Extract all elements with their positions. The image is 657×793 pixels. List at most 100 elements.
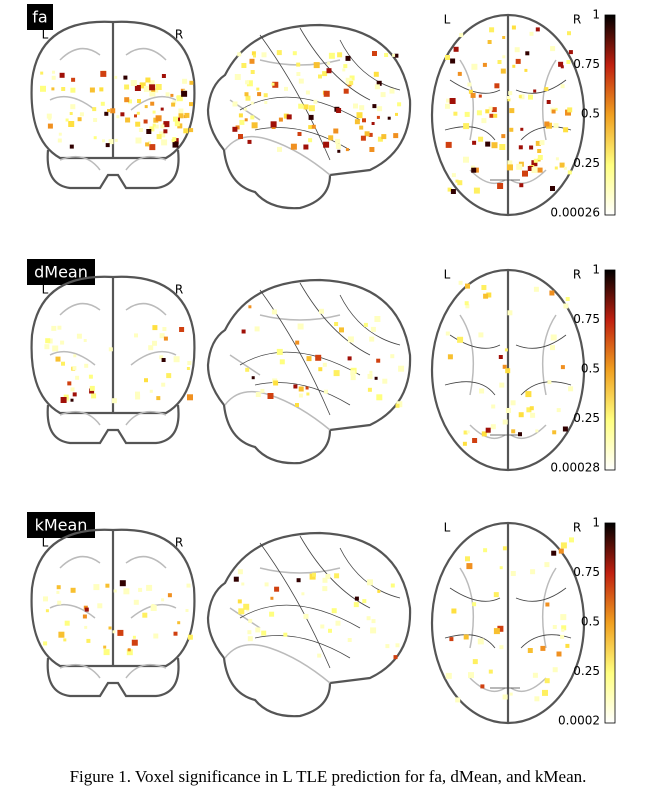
voxel	[563, 303, 569, 309]
voxel	[116, 115, 120, 119]
voxel	[320, 624, 325, 629]
voxel	[254, 326, 260, 332]
voxel	[328, 628, 332, 633]
voxel	[387, 116, 391, 120]
voxel	[540, 645, 546, 651]
voxel	[449, 98, 456, 104]
voxel	[465, 283, 470, 289]
voxel	[472, 438, 478, 443]
voxel	[471, 63, 478, 70]
voxel	[362, 599, 367, 604]
voxel	[368, 132, 373, 137]
voxel	[241, 582, 245, 586]
voxel	[558, 548, 564, 554]
voxel	[132, 635, 136, 639]
voxel	[376, 80, 382, 86]
voxel	[293, 384, 298, 389]
voxel	[56, 590, 60, 594]
voxel	[472, 659, 478, 665]
voxel	[491, 142, 498, 149]
voxel	[343, 64, 348, 69]
voxel	[550, 186, 555, 191]
voxel	[393, 133, 399, 139]
voxel	[317, 653, 322, 658]
voxel	[315, 354, 322, 361]
voxel	[323, 90, 330, 97]
voxel	[350, 370, 356, 376]
voxel	[135, 137, 142, 144]
voxel	[366, 616, 371, 621]
voxel	[63, 638, 67, 642]
voxel	[468, 89, 473, 94]
voxel	[159, 131, 166, 138]
voxel	[146, 129, 152, 134]
voxel	[246, 80, 253, 87]
voxel	[103, 645, 107, 649]
voxel	[466, 563, 473, 570]
voxel	[499, 144, 506, 150]
voxel	[244, 92, 249, 97]
voxel	[390, 354, 395, 359]
voxel	[535, 27, 540, 32]
voxel	[559, 162, 565, 168]
voxel	[377, 589, 381, 593]
voxel	[567, 31, 571, 36]
voxel	[560, 365, 565, 370]
voxel	[47, 123, 53, 129]
voxel	[251, 376, 255, 380]
voxel	[485, 427, 491, 433]
voxel	[319, 308, 324, 314]
voxel	[138, 128, 143, 132]
voxel	[276, 348, 283, 355]
voxel	[250, 70, 255, 74]
voxel	[525, 391, 532, 398]
voxel	[535, 140, 541, 146]
voxel	[166, 373, 172, 379]
voxel	[449, 637, 454, 642]
voxel	[108, 626, 112, 630]
voxel	[354, 596, 359, 601]
voxel	[493, 592, 499, 598]
colorbar-tick-label: 0.75	[573, 312, 600, 326]
voxel	[313, 62, 320, 69]
voxel	[349, 75, 355, 81]
voxel	[65, 118, 69, 122]
voxel	[46, 113, 52, 119]
voxel	[185, 609, 189, 612]
voxel	[273, 380, 279, 386]
voxel	[552, 625, 557, 629]
voxel	[367, 373, 373, 379]
voxel	[507, 98, 511, 102]
voxel	[172, 100, 177, 105]
colorbar-tick-label: 0.25	[573, 156, 600, 170]
coronal-cerebellum	[46, 404, 180, 445]
voxel	[155, 115, 162, 122]
voxel	[550, 345, 555, 351]
voxel	[253, 54, 256, 58]
voxel	[139, 82, 146, 89]
voxel	[397, 102, 402, 107]
voxel	[92, 107, 97, 112]
voxel	[516, 163, 523, 170]
voxel	[455, 179, 459, 183]
voxel	[124, 84, 130, 90]
voxel	[369, 336, 375, 342]
voxel	[447, 354, 453, 360]
voxel	[238, 134, 243, 139]
voxel	[337, 52, 343, 58]
colorbar-tick-label: 0.75	[573, 57, 600, 71]
voxel	[237, 569, 243, 575]
voxel	[510, 400, 516, 406]
voxel	[143, 85, 150, 92]
voxel	[123, 588, 130, 595]
voxel	[562, 426, 568, 432]
voxel	[146, 584, 153, 591]
voxel	[303, 144, 309, 150]
voxel	[322, 586, 328, 592]
voxel	[318, 74, 322, 79]
voxel	[560, 614, 567, 621]
voxel	[447, 187, 452, 192]
voxel	[491, 107, 497, 113]
